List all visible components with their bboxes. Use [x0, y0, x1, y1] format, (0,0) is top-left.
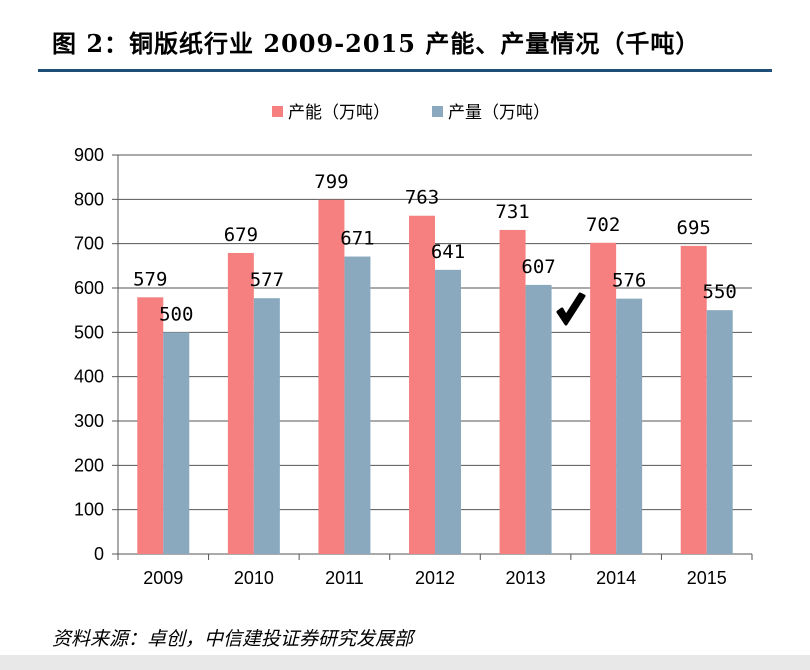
x-tick-label: 2015: [687, 568, 727, 588]
x-tick-label: 2010: [234, 568, 274, 588]
capacity-value-label: 799: [314, 171, 348, 193]
y-tick-label: 600: [74, 278, 104, 298]
x-tick-label: 2012: [415, 568, 455, 588]
capacity-bar: [680, 245, 707, 554]
output-value-label: 500: [159, 303, 193, 325]
x-tick-label: 2011: [325, 568, 364, 588]
capacity-bar: [137, 297, 164, 554]
output-bar: [253, 298, 280, 554]
capacity-bar: [318, 199, 345, 554]
source-note: 资料来源：卓创，中信建投证券研究发展部: [52, 628, 414, 650]
x-tick-label: 2013: [506, 568, 546, 588]
bottom-band: [0, 655, 810, 670]
legend-swatch-capacity: [272, 106, 283, 117]
checkmark-icon: [556, 292, 586, 326]
legend-label-output: 产量（万吨）: [448, 103, 550, 122]
output-bar: [525, 284, 552, 554]
chart-area: 0 100 200 300 400 500 600 700 800 900 579 500 2009 67…: [0, 90, 810, 610]
y-tick-label: 0: [94, 544, 104, 564]
output-value-label: 671: [340, 228, 374, 250]
capacity-value-label: 731: [495, 201, 529, 223]
legend-label-capacity: 产能（万吨）: [288, 103, 390, 122]
y-tick-label: 400: [74, 367, 104, 387]
y-tick-label: 700: [74, 234, 104, 254]
capacity-value-label: 579: [133, 268, 167, 290]
title-divider: [38, 69, 772, 72]
output-value-label: 641: [431, 241, 465, 263]
capacity-bar: [409, 215, 435, 554]
legend-swatch-output: [432, 106, 443, 117]
x-tick-label: 2014: [596, 568, 636, 588]
y-tick-label: 100: [74, 500, 104, 520]
figure-title: 图 2：铜版纸行业 2009-2015 产能、产量情况（千吨）: [52, 29, 701, 58]
capacity-value-label: 679: [224, 224, 258, 246]
capacity-bar: [227, 252, 254, 554]
output-bar: [163, 332, 190, 554]
capacity-value-label: 763: [405, 187, 439, 209]
y-tick-label: 900: [74, 145, 104, 165]
capacity-bar: [499, 229, 526, 554]
y-tick-label: 500: [74, 322, 104, 342]
output-bar: [706, 310, 733, 554]
y-tick-label: 300: [74, 411, 104, 431]
output-value-label: 550: [703, 281, 737, 303]
output-bar: [344, 256, 371, 554]
output-value-label: 607: [521, 256, 555, 278]
x-tick-label: 2009: [143, 568, 183, 588]
output-value-label: 577: [250, 269, 284, 291]
output-bar: [435, 269, 461, 554]
capacity-bar: [590, 242, 617, 554]
y-tick-label: 200: [74, 455, 104, 475]
bar-chart: 0 100 200 300 400 500 600 700 800 900 579 500 2009 67…: [74, 103, 753, 588]
output-value-label: 576: [612, 270, 646, 292]
capacity-value-label: 695: [677, 217, 711, 239]
capacity-value-label: 702: [586, 214, 620, 236]
output-bar: [616, 298, 643, 554]
y-tick-label: 800: [74, 189, 104, 209]
